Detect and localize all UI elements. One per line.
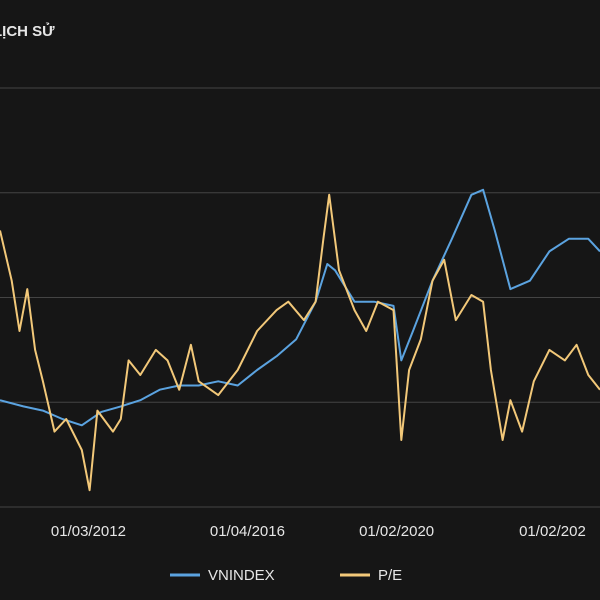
line [0,193,600,492]
line [0,188,600,427]
x-tick-label: 01/03/2012 [51,523,126,540]
legend-label: VNINDEX [208,567,275,584]
x-tick-label: 01/02/202 [519,523,586,540]
x-tick-label: 01/02/2020 [359,523,434,540]
chart-title: LỊCH SỬ [0,22,55,40]
x-tick-label: 01/04/2016 [210,523,285,540]
legend-label: P/E [378,567,402,584]
